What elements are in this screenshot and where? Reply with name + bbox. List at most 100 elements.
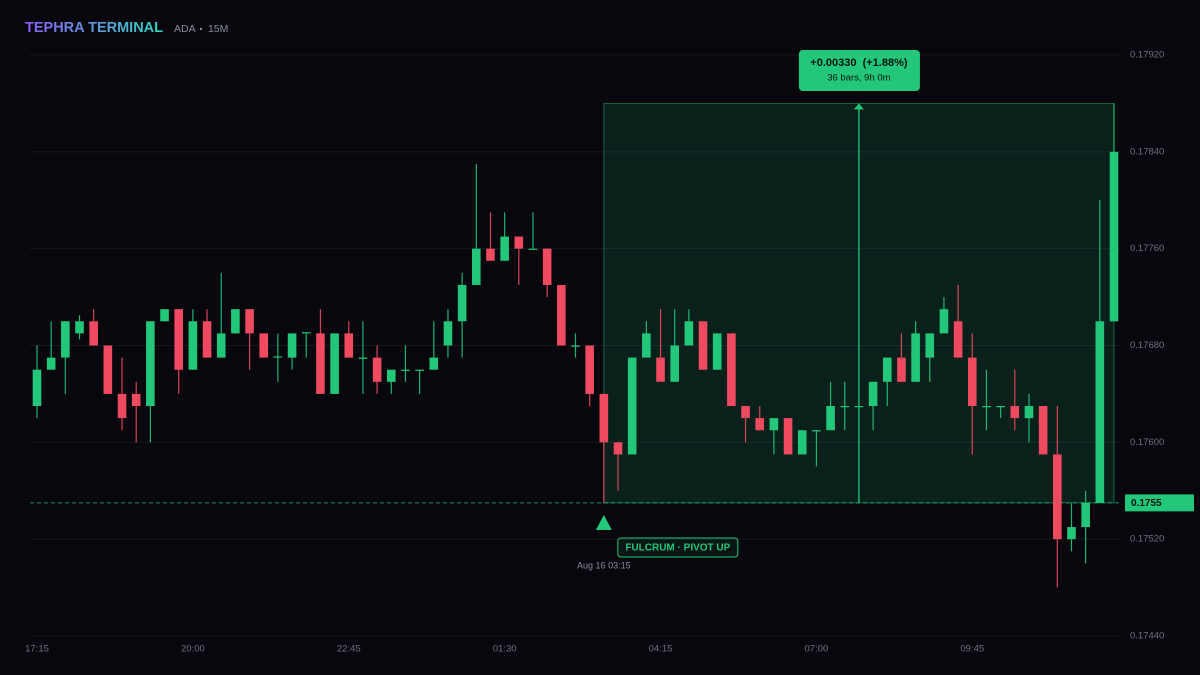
candle-body	[358, 357, 368, 359]
candle-body	[684, 321, 694, 346]
candle-body	[386, 369, 396, 382]
candle-body	[868, 381, 878, 407]
candle-body	[415, 369, 424, 371]
candle-body	[1095, 321, 1105, 503]
candle-body	[571, 345, 580, 347]
x-tick-label: 04:15	[649, 644, 673, 655]
candle-body	[755, 418, 765, 431]
candle-body	[500, 236, 509, 261]
candle-body	[131, 393, 141, 407]
candle-body	[911, 333, 920, 382]
pivot-marker	[595, 515, 612, 530]
candle-body	[925, 333, 935, 358]
pivot-label: FULCRUM · PIVOT UP	[625, 543, 730, 554]
candle-body	[202, 321, 212, 358]
candle-body	[585, 345, 594, 394]
candle-body	[670, 345, 679, 382]
separator	[199, 27, 203, 31]
candle-body	[1053, 454, 1062, 540]
candle-body	[996, 406, 1005, 408]
candle-body	[712, 333, 722, 370]
y-tick-label: 0.17520	[1130, 534, 1164, 545]
candle-body	[627, 357, 637, 455]
candle-body	[216, 333, 226, 358]
pivot-price-label: 0.1755	[1131, 498, 1162, 509]
candle-body	[967, 357, 977, 407]
candle-body	[953, 321, 963, 358]
measure-tooltip	[798, 50, 920, 91]
candle-body	[316, 333, 325, 394]
candle-body	[472, 248, 481, 285]
candle-body	[613, 442, 623, 455]
candle-body	[656, 357, 665, 382]
candle-body	[599, 393, 609, 443]
candle-body	[1024, 406, 1034, 419]
measure-arrowhead	[853, 103, 864, 110]
y-tick-label: 0.17440	[1130, 631, 1164, 642]
candle-body	[61, 321, 70, 358]
candle-body	[117, 393, 127, 419]
candle-body	[1081, 502, 1090, 528]
measure-detail: 36 bars, 9h 0m	[827, 73, 890, 84]
y-tick-label: 0.17840	[1130, 146, 1164, 157]
candle-body	[854, 406, 864, 408]
candle-body	[344, 333, 354, 358]
x-tick-label: 09:45	[960, 644, 984, 655]
candle-body	[542, 248, 552, 285]
x-tick-label: 22:45	[337, 644, 361, 655]
candle-body	[939, 309, 949, 334]
candle-body	[812, 430, 821, 432]
candle-body	[443, 321, 453, 346]
candle-body	[32, 369, 42, 407]
candle-body	[231, 309, 240, 334]
candle-body	[1067, 527, 1076, 540]
y-tick-label: 0.17920	[1130, 50, 1164, 61]
y-tick-label: 0.17680	[1130, 340, 1164, 351]
y-tick-label: 0.17600	[1130, 437, 1164, 448]
candle-body	[982, 406, 991, 408]
candle-body	[259, 333, 269, 358]
measure-change: +0.00330 (+1.88%)	[810, 57, 908, 69]
candle-body	[89, 321, 98, 346]
candle-body	[75, 321, 84, 334]
x-tick-label: 17:15	[25, 644, 49, 655]
candle-body	[741, 406, 750, 419]
candle-body	[727, 333, 736, 407]
candle-body	[146, 321, 155, 407]
pivot-price-tag	[1125, 494, 1194, 512]
candle-body	[46, 357, 56, 370]
candle-body	[698, 321, 708, 370]
interval: 15M	[208, 23, 228, 35]
candle-body	[769, 418, 779, 431]
candle-body	[557, 284, 566, 346]
candle-body	[486, 248, 495, 261]
candle-body	[797, 430, 807, 455]
candle-body	[1038, 406, 1048, 455]
symbol: ADA	[174, 23, 196, 35]
candle-body	[160, 309, 169, 322]
pivot-label-box	[617, 537, 739, 558]
candle-body	[245, 309, 254, 334]
candle-body	[330, 333, 339, 394]
x-tick-label: 01:30	[493, 644, 517, 655]
candle-body	[1010, 406, 1020, 419]
candle-body	[103, 345, 113, 394]
candle-body	[401, 369, 410, 371]
candle-body	[514, 236, 524, 249]
x-tick-label: 07:00	[805, 644, 829, 655]
candle-body	[188, 321, 198, 370]
candle-body	[174, 309, 184, 370]
x-tick-label: 20:00	[181, 644, 205, 655]
candle-body	[273, 356, 283, 358]
candle-body	[882, 357, 892, 382]
candle-body	[528, 248, 538, 250]
y-tick-label: 0.17760	[1130, 243, 1164, 254]
candle-body	[429, 357, 439, 370]
candle-body	[897, 357, 906, 382]
candle-body	[287, 333, 297, 358]
app-title: TEPHRA TERMINAL	[25, 20, 163, 36]
candle-body	[783, 418, 793, 455]
candle-body	[301, 332, 311, 334]
